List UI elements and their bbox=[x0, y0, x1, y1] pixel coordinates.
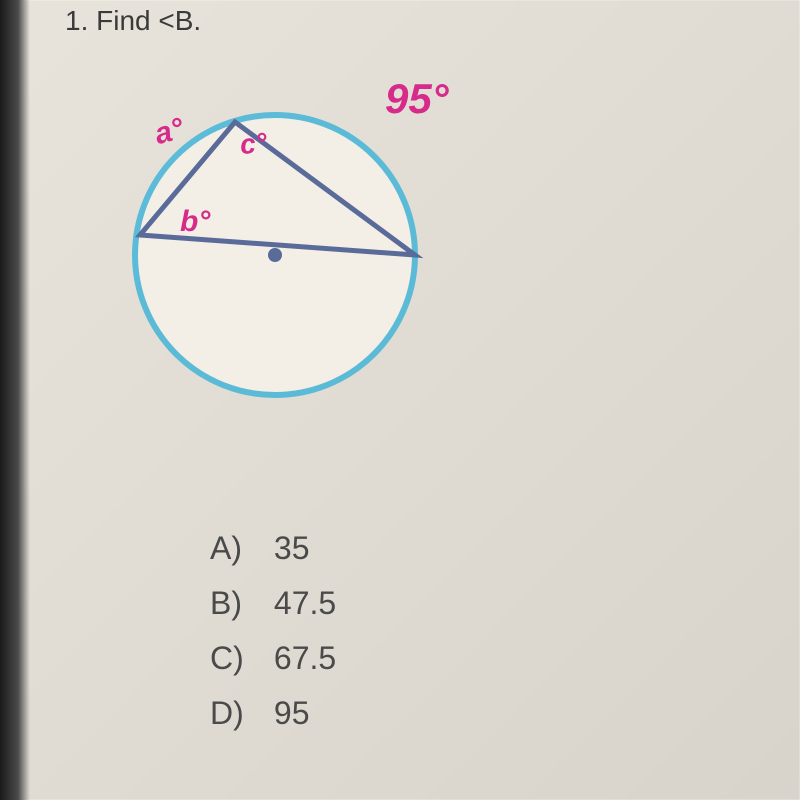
answer-option-a[interactable]: A) 35 bbox=[210, 530, 336, 567]
answer-option-b[interactable]: B) 47.5 bbox=[210, 585, 336, 622]
angle-b-label: b° bbox=[180, 205, 210, 239]
question-number: 1. bbox=[65, 5, 88, 36]
answer-option-c[interactable]: C) 67.5 bbox=[210, 640, 336, 677]
answer-choices: A) 35 B) 47.5 C) 67.5 D) 95 bbox=[210, 530, 336, 750]
answer-option-d[interactable]: D) 95 bbox=[210, 695, 336, 732]
question-text-content: Find <B. bbox=[96, 5, 201, 36]
answer-letter-d: D) bbox=[210, 695, 265, 732]
center-point bbox=[268, 248, 282, 262]
answer-letter-a: A) bbox=[210, 530, 265, 567]
answer-value-d: 95 bbox=[274, 695, 310, 731]
answer-value-c: 67.5 bbox=[274, 640, 336, 676]
answer-value-a: 35 bbox=[274, 530, 310, 566]
answer-value-b: 47.5 bbox=[274, 585, 336, 621]
left-shadow-edge bbox=[0, 0, 30, 800]
angle-c-label: c° bbox=[239, 127, 268, 161]
exterior-angle-label: 95° bbox=[385, 75, 449, 123]
answer-letter-c: C) bbox=[210, 640, 265, 677]
question-prompt: 1. Find <B. bbox=[65, 5, 201, 37]
answer-letter-b: B) bbox=[210, 585, 265, 622]
